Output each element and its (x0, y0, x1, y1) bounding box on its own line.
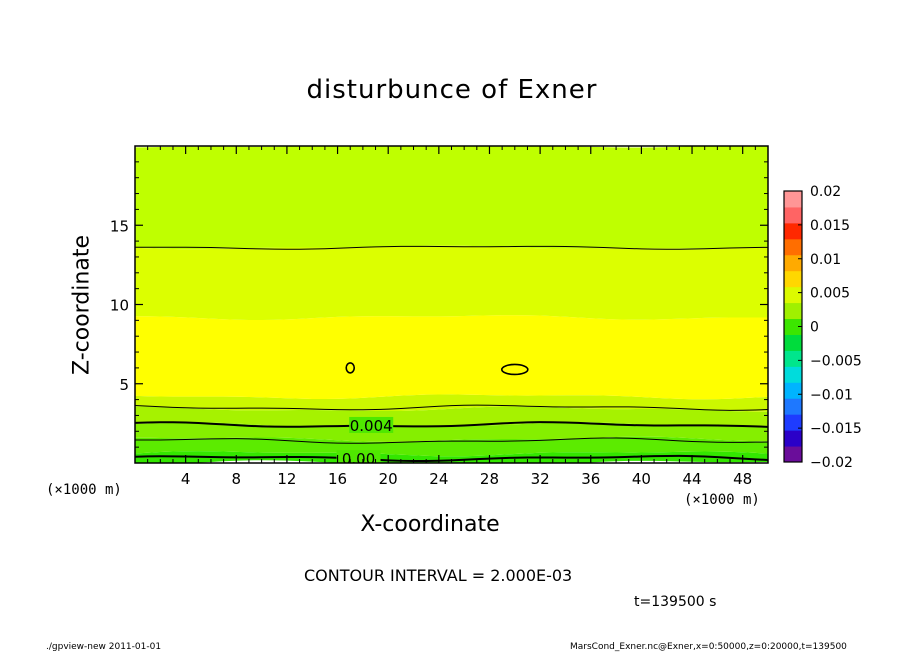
y-tick-label: 5 (119, 376, 129, 394)
colorbar-segment (784, 206, 802, 224)
x-axis: 4 8 12 16 20 24 28 32 36 40 44 48 (147, 146, 756, 488)
field-band (135, 394, 768, 412)
x-tick-label: 12 (277, 470, 296, 488)
time-label: t=139500 s (634, 594, 717, 610)
contour-line (135, 437, 768, 444)
colorbar-segment (784, 191, 802, 208)
x-tick-label: 8 (232, 470, 242, 488)
colorbar-segment (784, 446, 802, 463)
colorbar: 0.02 0.015 0.01 0.005 0 −0.005 −0.01 −0.015 −0.0… (783, 184, 862, 471)
closed-contour (500, 363, 529, 376)
field-band (135, 451, 768, 463)
colorbar-segment (784, 430, 802, 447)
contour-field (135, 146, 768, 463)
colorbar-tick-label: 0.01 (810, 252, 841, 268)
colorbar-segment (784, 238, 802, 256)
x-tick-label: 24 (429, 470, 448, 488)
contour-label-bg (336, 450, 381, 463)
field-band (135, 245, 768, 321)
colorbar-tick-label: −0.02 (810, 455, 853, 471)
field-band (135, 146, 768, 250)
colorbar-segment (784, 286, 802, 304)
contour-line (135, 245, 768, 250)
colorbar-segment (784, 414, 802, 431)
contour-label-bg (349, 416, 394, 433)
contour-label: 0.00 (342, 450, 375, 468)
contour-label: 0.004 (350, 417, 393, 435)
colorbar-segment (784, 254, 802, 272)
colorbar-segment (784, 302, 802, 320)
x-tick-label: 48 (733, 470, 752, 488)
y-tick-label: 15 (110, 217, 129, 235)
y-tick-label: 10 (110, 297, 129, 315)
chart-title: disturbunce of Exner (306, 75, 598, 105)
x-tick-label: 32 (531, 470, 550, 488)
colorbar-segment (784, 334, 802, 351)
x-axis-unit: (×1000 m) (684, 492, 760, 508)
colorbar-tick-label: −0.005 (810, 353, 862, 369)
footer-right: MarsCond_Exner.nc@Exner,x=0:50000,z=0:20… (570, 642, 847, 652)
contour-line (135, 421, 768, 428)
colorbar-segment (784, 318, 802, 335)
colorbar-tick-label: 0 (810, 320, 819, 336)
contour-interval-label: CONTOUR INTERVAL = 2.000E-03 (304, 566, 573, 585)
x-axis-label: X-coordinate (360, 512, 500, 537)
colorbar-segment (784, 398, 802, 415)
field-band (135, 315, 768, 400)
y-axis: 5 10 15 (110, 161, 768, 448)
footer-left: ./gpview-new 2011-01-01 (46, 642, 162, 652)
colorbar-segment (784, 350, 802, 367)
colorbar-tick-label: −0.015 (810, 421, 862, 437)
field-band (135, 436, 768, 457)
field-band (135, 406, 768, 428)
colorbar-tick-label: 0.005 (810, 286, 850, 302)
x-tick-label: 36 (581, 470, 600, 488)
x-tick-label: 16 (328, 470, 347, 488)
colorbar-segment (784, 366, 802, 383)
colorbar-tick-label: −0.01 (810, 387, 853, 403)
colorbar-tick-label: 0.015 (810, 218, 850, 234)
colorbar-segment (784, 270, 802, 288)
colorbar-tick-label: 0.02 (810, 184, 841, 200)
x-tick-label: 40 (632, 470, 651, 488)
colorbar-segment (784, 382, 802, 399)
x-tick-label: 28 (480, 470, 499, 488)
y-axis-unit: (×1000 m) (46, 482, 122, 498)
y-axis-label: Z-coordinate (69, 235, 95, 375)
x-tick-label: 44 (682, 470, 701, 488)
closed-contour (345, 362, 356, 374)
x-tick-label: 20 (379, 470, 398, 488)
colorbar-segment (784, 222, 802, 240)
contour-line (135, 404, 768, 411)
x-tick-label: 4 (181, 470, 191, 488)
